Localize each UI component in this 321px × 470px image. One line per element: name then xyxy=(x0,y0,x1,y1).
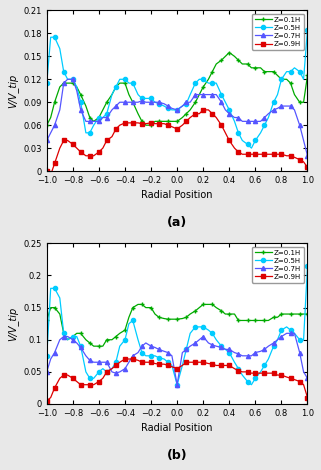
Z=0.5H xyxy=(97,369,101,375)
Z=0.5H xyxy=(184,101,188,107)
Z=0.1H xyxy=(276,73,280,78)
Z=0.7H xyxy=(110,107,114,113)
Z=0.5H xyxy=(306,27,309,32)
Z=0.7H xyxy=(105,360,109,365)
Z=0.5H xyxy=(105,369,109,375)
Legend: Z=0.1H, Z=0.5H, Z=0.7H, Z=0.9H: Z=0.1H, Z=0.5H, Z=0.7H, Z=0.9H xyxy=(252,247,304,282)
X-axis label: Radial Position: Radial Position xyxy=(141,190,213,201)
Z=0.7H xyxy=(188,344,192,349)
Z=0.1H xyxy=(45,122,49,128)
Z=0.7H xyxy=(276,106,280,111)
Z=0.1H xyxy=(184,111,188,117)
Line: Z=0.1H: Z=0.1H xyxy=(45,50,309,127)
Z=0.9H xyxy=(210,111,214,117)
Z=0.1H xyxy=(201,84,205,90)
Z=0.7H xyxy=(276,337,280,343)
Z=0.1H xyxy=(136,111,140,117)
Z=0.7H xyxy=(45,138,49,143)
Z=0.5H xyxy=(45,80,49,86)
Z=0.9H xyxy=(306,164,309,170)
Z=0.7H xyxy=(285,330,289,336)
Z=0.9H xyxy=(201,107,205,113)
Z=0.9H xyxy=(140,121,144,126)
Z=0.9H xyxy=(306,395,309,400)
Line: Z=0.9H: Z=0.9H xyxy=(45,357,309,403)
Line: Z=0.5H: Z=0.5H xyxy=(45,264,309,387)
Z=0.9H xyxy=(188,360,192,365)
Z=0.7H xyxy=(206,92,210,97)
Z=0.5H xyxy=(136,92,140,97)
Line: Z=0.7H: Z=0.7H xyxy=(45,331,309,387)
Line: Z=0.5H: Z=0.5H xyxy=(45,27,309,150)
Z=0.1H xyxy=(105,100,109,105)
X-axis label: Radial Position: Radial Position xyxy=(141,423,213,433)
Z=0.1H xyxy=(92,344,96,349)
Line: Z=0.9H: Z=0.9H xyxy=(45,108,309,177)
Z=0.1H xyxy=(110,337,114,343)
Z=0.9H xyxy=(105,369,109,375)
Z=0.5H xyxy=(306,263,309,269)
Z=0.7H xyxy=(206,340,210,346)
Z=0.9H xyxy=(276,372,280,378)
Z=0.9H xyxy=(206,360,210,366)
Z=0.7H xyxy=(175,382,179,388)
Z=0.9H xyxy=(45,168,49,174)
Z=0.7H xyxy=(136,350,140,355)
Line: Z=0.1H: Z=0.1H xyxy=(45,302,309,348)
Z=0.9H xyxy=(123,356,127,362)
Z=0.9H xyxy=(101,145,105,151)
Z=0.5H xyxy=(249,145,253,151)
Z=0.7H xyxy=(97,360,101,365)
Z=0.5H xyxy=(136,337,140,343)
Z=0.1H xyxy=(210,302,214,307)
Z=0.7H xyxy=(101,115,105,120)
Z=0.7H xyxy=(140,98,144,103)
Z=0.9H xyxy=(45,398,49,404)
Z=0.1H xyxy=(45,318,49,323)
Z=0.9H xyxy=(188,115,192,120)
Z=0.9H xyxy=(110,134,114,140)
Legend: Z=0.1H, Z=0.5H, Z=0.7H, Z=0.9H: Z=0.1H, Z=0.5H, Z=0.7H, Z=0.9H xyxy=(252,14,304,50)
Z=0.1H xyxy=(136,302,140,307)
Z=0.7H xyxy=(188,100,192,105)
Y-axis label: V/V_tip: V/V_tip xyxy=(7,306,18,341)
Z=0.1H xyxy=(306,73,309,78)
Z=0.9H xyxy=(280,151,283,157)
Z=0.5H xyxy=(276,92,280,97)
Z=0.1H xyxy=(144,305,148,311)
Z=0.5H xyxy=(206,327,210,333)
Z=0.1H xyxy=(194,308,197,313)
Y-axis label: V/V_tip: V/V_tip xyxy=(7,74,18,108)
Z=0.5H xyxy=(276,337,280,343)
Z=0.9H xyxy=(49,172,53,178)
Z=0.5H xyxy=(105,111,109,117)
Z=0.1H xyxy=(227,50,231,55)
Z=0.7H xyxy=(306,376,309,381)
Text: (b): (b) xyxy=(167,449,187,462)
Z=0.5H xyxy=(97,115,101,120)
Z=0.9H xyxy=(140,360,144,365)
Z=0.7H xyxy=(45,369,49,375)
Z=0.1H xyxy=(101,344,105,349)
Z=0.7H xyxy=(66,77,70,82)
Z=0.9H xyxy=(97,379,101,384)
Z=0.5H xyxy=(175,382,179,388)
Z=0.1H xyxy=(280,311,283,317)
Z=0.1H xyxy=(97,115,101,120)
Z=0.7H xyxy=(306,153,309,158)
Z=0.5H xyxy=(201,77,205,82)
Line: Z=0.7H: Z=0.7H xyxy=(45,77,309,158)
Text: (a): (a) xyxy=(167,216,187,229)
Z=0.1H xyxy=(306,311,309,317)
Z=0.5H xyxy=(188,330,192,336)
Z=0.5H xyxy=(45,353,49,359)
